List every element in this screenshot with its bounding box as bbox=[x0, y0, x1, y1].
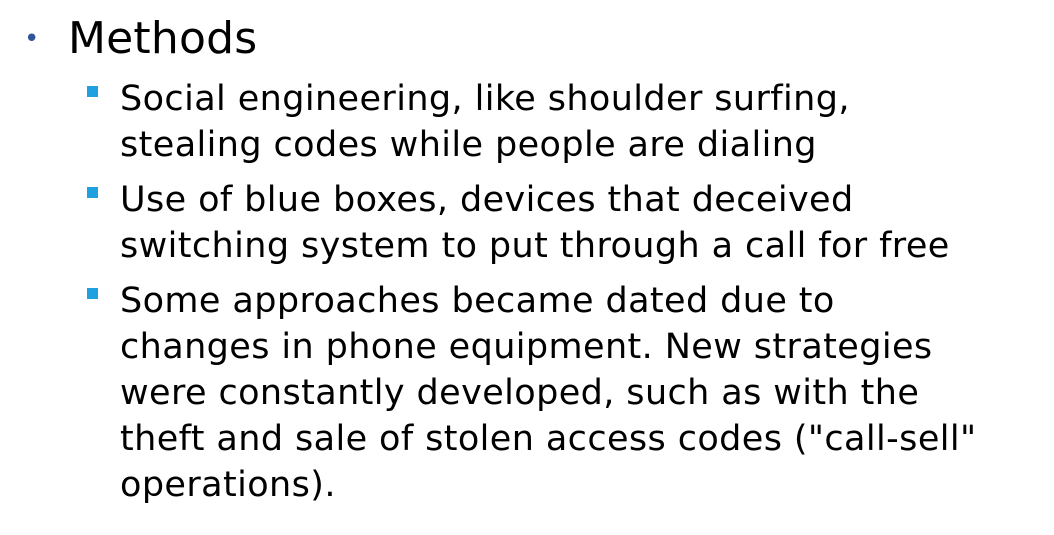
bullet-level1: • Methods bbox=[24, 14, 257, 64]
text-line: Use of blue boxes, devices that deceived bbox=[120, 180, 854, 220]
list-item: Some approaches became dated due to chan… bbox=[82, 278, 1042, 508]
text-line: changes in phone equipment. New strategi… bbox=[120, 327, 933, 367]
methods-heading: Methods bbox=[68, 13, 258, 64]
square-bullet-icon bbox=[82, 177, 120, 223]
text-line: operations). bbox=[120, 465, 336, 505]
list-item-text: Some approaches became dated due to chan… bbox=[120, 278, 1042, 508]
list-item-text: Social engineering, like shoulder surfin… bbox=[120, 76, 1042, 168]
text-line: Social engineering, like shoulder surfin… bbox=[120, 79, 850, 119]
text-line: theft and sale of stolen access codes ("… bbox=[120, 419, 977, 459]
list-item: Social engineering, like shoulder surfin… bbox=[82, 76, 1042, 168]
text-line: switching system to put through a call f… bbox=[120, 226, 950, 266]
square-bullet-icon bbox=[82, 76, 120, 122]
text-line: stealing codes while people are dialing bbox=[120, 125, 817, 165]
sub-bullet-list: Social engineering, like shoulder surfin… bbox=[82, 76, 1042, 517]
round-bullet-icon: • bbox=[24, 24, 40, 54]
list-item: Use of blue boxes, devices that deceived… bbox=[82, 177, 1042, 269]
square-bullet-icon bbox=[82, 278, 120, 324]
text-line: Some approaches became dated due to bbox=[120, 281, 835, 321]
text-line: were constantly developed, such as with … bbox=[120, 373, 920, 413]
list-item-text: Use of blue boxes, devices that deceived… bbox=[120, 177, 1042, 269]
